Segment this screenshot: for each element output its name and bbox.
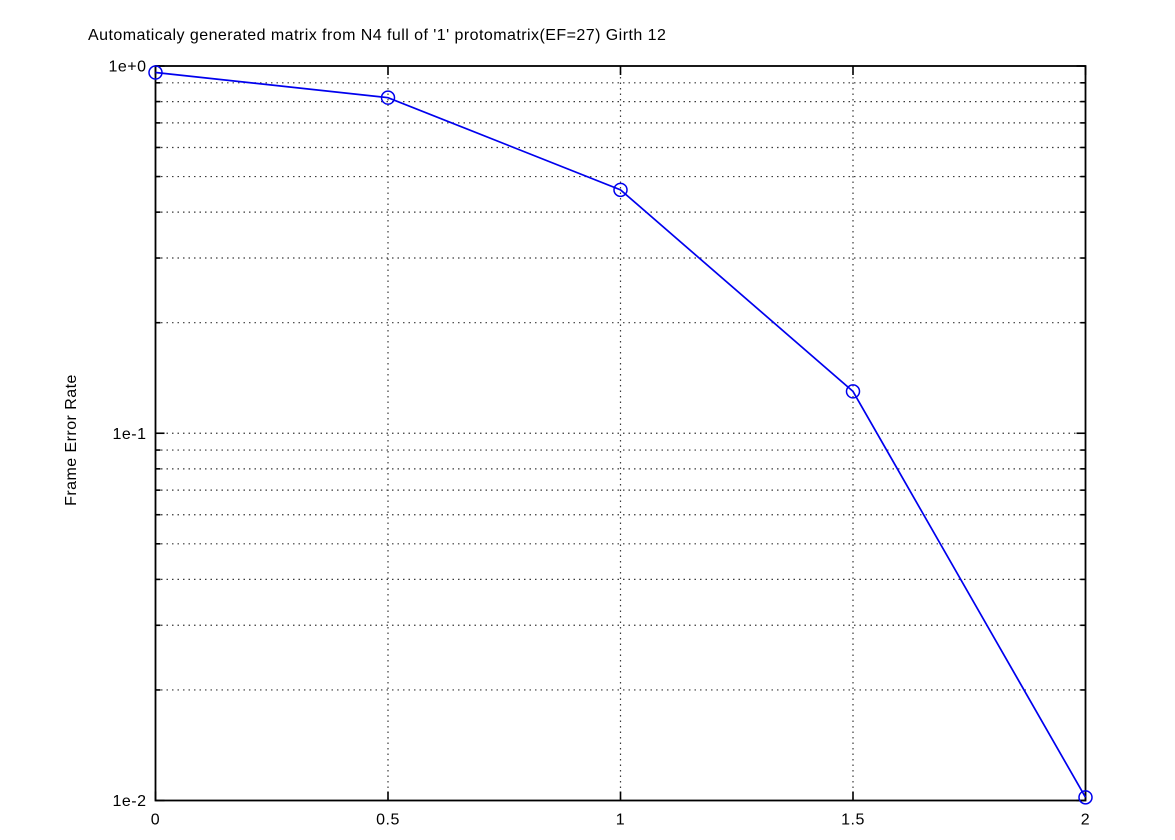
y-axis-label: Frame Error Rate xyxy=(63,374,80,506)
y-tick-label: 1e+0 xyxy=(108,59,146,76)
data-point-marker xyxy=(845,384,861,399)
chart-title: Automaticaly generated matrix from N4 fu… xyxy=(88,27,667,44)
y-tick-label: 1e-2 xyxy=(112,793,146,810)
data-line xyxy=(155,71,1087,798)
data-point-marker xyxy=(148,65,163,80)
x-tick-label: 1.5 xyxy=(841,812,865,829)
data-point-marker xyxy=(380,90,396,105)
x-tick-label: 0 xyxy=(151,812,160,829)
x-tick-label: 1 xyxy=(616,812,625,829)
y-tick-label: 1e-1 xyxy=(112,426,146,443)
data-point-marker xyxy=(1078,790,1093,805)
data-point-marker xyxy=(613,182,628,198)
x-tick-label: 2 xyxy=(1081,812,1090,829)
x-tick-label: 0.5 xyxy=(376,812,400,829)
